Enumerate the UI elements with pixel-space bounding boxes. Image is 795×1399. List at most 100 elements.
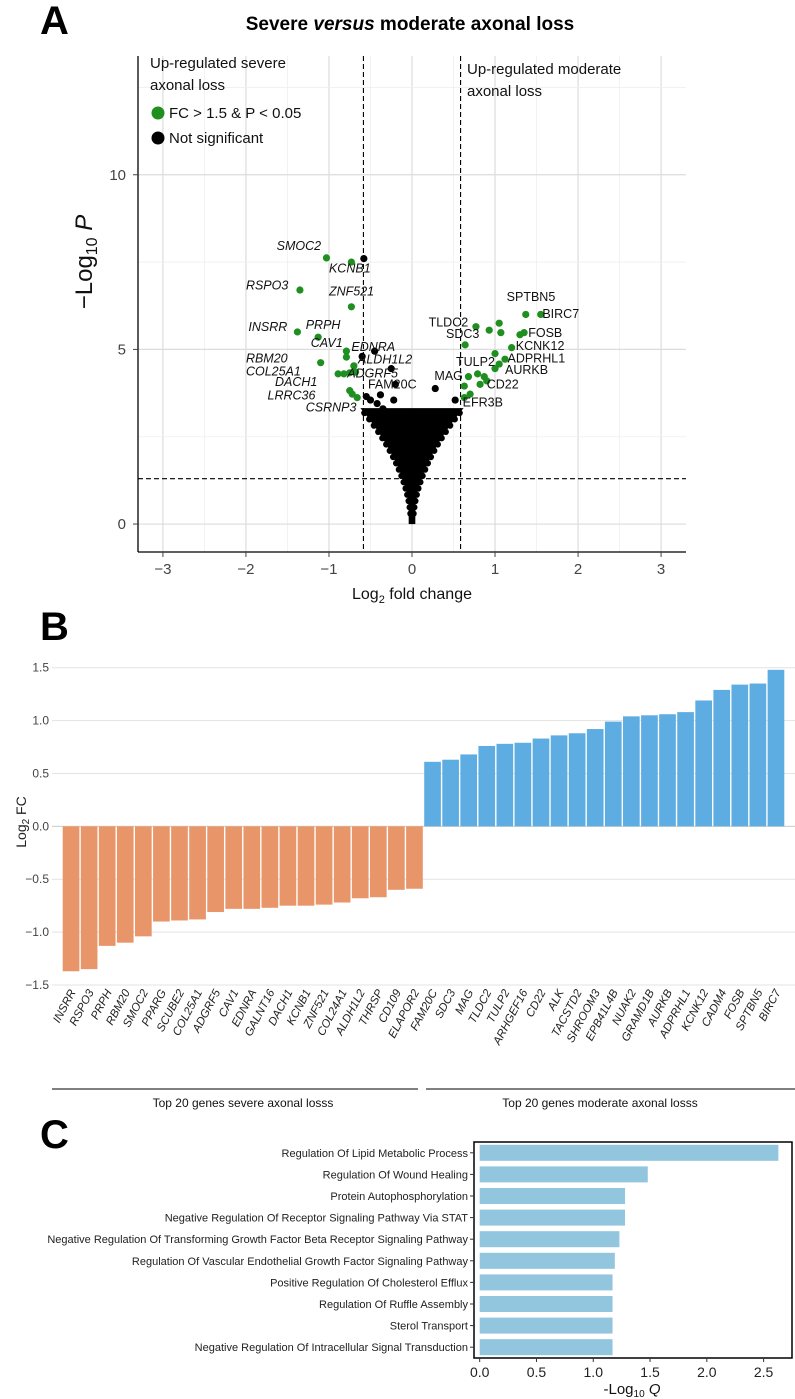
nonsig-point [446,422,454,429]
enrichment-term-label: Protein Autophosphorylation [330,1191,468,1203]
sig-point [296,286,304,294]
nonsig-point [371,347,379,355]
gene-label: CD22 [487,378,519,392]
enrichment-x-tick-label: 2.5 [754,1364,774,1380]
fc-bar [315,826,333,905]
sig-point [347,258,355,266]
fc-bar [225,826,243,909]
gene-label: COL25A1 [246,365,301,379]
sig-point [461,341,469,349]
nonsig-point [365,408,373,416]
nonsig-point [434,441,441,448]
panel-c-letter: C [40,1113,69,1157]
nonsig-point [402,485,409,492]
nonsig-point [379,405,387,413]
enrichment-x-ticks: 0.0 0.5 1.0 1.5 2.0 2.5 [470,1358,774,1380]
sig-point [293,328,302,336]
fc-bar [568,733,586,827]
enrichment-plot-frame [473,1141,793,1359]
nonsig-point [431,384,439,393]
sig-point [473,370,482,378]
volcano-points [293,254,545,427]
nonsig-point [456,409,463,417]
enrichment-x-tick-label: 1.5 [640,1364,660,1380]
gene-label: EDNRA [351,340,395,354]
bar-y-tick-label: −0.5 [25,872,49,886]
nonsig-point [424,460,432,467]
nonsig-point [383,441,390,448]
nonsig-point [385,419,393,427]
nonsig-point [445,408,453,416]
sig-point [508,344,516,352]
sig-point [342,347,351,355]
enrichment-bar [479,1274,613,1291]
nonsig-point [392,460,400,467]
annot-severe-line2: axonal loss [150,77,225,94]
fc-bar [713,689,731,827]
nonsig-point [451,396,459,404]
fc-bar [460,754,478,827]
gene-label: PRPH [306,318,342,332]
fc-bar [333,826,351,903]
sig-point [520,329,528,337]
volcano-ticks: −3 −2 −1 0 1 2 3 0 5 10 [109,167,665,578]
sig-point [351,368,360,376]
annot-moderate-line2: axonal loss [467,83,542,100]
fc-bar [388,826,405,890]
volcano-x-tick-label: 1 [491,561,499,578]
legend-nonsig-swatch [151,131,165,145]
nonsig-point [395,466,403,473]
sig-point [347,303,355,311]
fc-bar [406,826,423,889]
volcano-xlabel: Log2 fold change [352,586,472,606]
nonsig-point [417,478,424,486]
fc-bar [749,683,767,827]
sig-point [322,254,331,262]
enrichment-term-label: Regulation Of Lipid Metabolic Process [282,1148,469,1160]
fc-bar [135,826,152,937]
sig-point [537,310,545,319]
nonsig-stem [408,482,416,525]
volcano-y-tick-label: 10 [109,167,126,184]
volcano-x-tick-label: −3 [154,561,171,578]
fc-bar [80,826,98,970]
gene-label: SMOC2 [277,239,322,253]
fold-change-bar-panel: B −1.5 −1.0 −0.5 0.0 0.5 1.0 1.5 INSRRRSPO3PRP… [13,605,795,1110]
enrichment-x-tick-label: 2.0 [697,1364,717,1380]
fc-bar [586,729,604,827]
bar-y-tick-label: 1.0 [32,714,49,728]
sig-point [466,390,474,398]
volcano-gene-labels: SMOC2 KCNB1 RSPO3 ZNF521 INSRR PRPH CAV1 EDNRA R… [246,239,579,415]
nonsig-point [368,413,376,422]
fc-bar [677,712,694,827]
enrichment-bar [479,1209,626,1226]
enrichment-bar [479,1166,648,1183]
volcano-y-tick-label: 0 [118,516,126,533]
fc-bar [153,826,170,922]
gene-label: RBM20 [246,352,288,366]
panel-b-letter: B [40,605,69,649]
bar-y-tick-label: −1.5 [25,978,49,992]
fc-bar [604,721,622,827]
sig-point [522,310,530,319]
annot-severe-line1: Up-regulated severe [150,55,286,72]
legend-nonsig-label: Not significant [169,130,264,147]
volcano-x-tick-label: −2 [237,561,254,578]
gene-label: EFR3B [463,396,503,410]
fc-bar [550,735,568,827]
nonsig-point [386,447,394,454]
enrichment-term-label: Regulation Of Ruffle Assembly [319,1299,468,1311]
gene-label: ADGRF5 [346,366,398,380]
fc-bar [116,826,134,943]
fc-bar [261,826,279,908]
sig-point [346,369,354,377]
nonsig-point [398,472,405,480]
gene-label: FAM20C [368,378,417,392]
volcano-y-tick-label: 5 [118,341,126,358]
enrichment-x-tick-label: 1.0 [584,1364,604,1380]
enrichment-term-labels: Regulation Of Lipid Metabolic Process Reg… [47,1148,474,1354]
gene-label: AURKB [505,363,548,377]
sig-point [460,394,468,402]
nonsig-point [391,380,399,388]
